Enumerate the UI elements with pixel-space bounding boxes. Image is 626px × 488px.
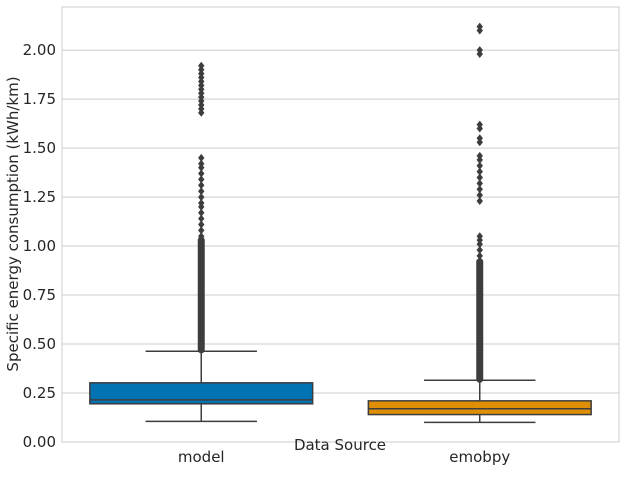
outlier-point bbox=[476, 251, 483, 260]
outlier-point bbox=[476, 151, 483, 160]
x-tick-label: emobpy bbox=[449, 448, 510, 466]
y-tick-label: 0.75 bbox=[23, 286, 56, 304]
outlier-point bbox=[476, 232, 483, 241]
outlier-point bbox=[198, 226, 205, 235]
outlier-point bbox=[198, 214, 205, 223]
outlier-point bbox=[476, 185, 483, 194]
x-axis-label: Data Source bbox=[294, 436, 386, 454]
outlier-point bbox=[198, 232, 205, 241]
outlier-point bbox=[476, 134, 483, 143]
outlier-point bbox=[198, 61, 205, 70]
outlier-point bbox=[198, 187, 205, 196]
outlier-point bbox=[476, 167, 483, 176]
y-tick-label: 1.50 bbox=[23, 139, 56, 157]
box-model bbox=[89, 61, 314, 423]
y-tick-label: 0.25 bbox=[23, 384, 56, 402]
outlier-point bbox=[198, 198, 205, 207]
outlier-point bbox=[198, 159, 205, 168]
outlier-point bbox=[198, 181, 205, 190]
y-tick-label: 0.50 bbox=[23, 335, 56, 353]
outlier-point bbox=[198, 153, 205, 162]
outlier-point bbox=[198, 169, 205, 178]
outlier-point bbox=[476, 191, 483, 200]
outlier-point bbox=[476, 196, 483, 205]
outlier-point bbox=[198, 175, 205, 184]
y-tick-label: 0.00 bbox=[23, 433, 56, 451]
outlier-point bbox=[476, 22, 483, 31]
y-tick-label: 1.00 bbox=[23, 237, 56, 255]
y-tick-label: 1.75 bbox=[23, 90, 56, 108]
outlier-point bbox=[476, 173, 483, 182]
outlier-point bbox=[198, 208, 205, 217]
box-iqr bbox=[89, 382, 314, 405]
x-tick-labels: model emobpy bbox=[178, 448, 510, 466]
outlier-point bbox=[476, 161, 483, 170]
outlier-point bbox=[476, 46, 483, 55]
outlier-point bbox=[476, 120, 483, 129]
outlier-point bbox=[198, 220, 205, 229]
y-tick-label: 2.00 bbox=[23, 41, 56, 59]
y-tick-label: 1.25 bbox=[23, 188, 56, 206]
plot-background bbox=[61, 6, 620, 443]
outlier-point bbox=[476, 245, 483, 254]
outlier-point bbox=[198, 193, 205, 202]
y-axis-label: Specific energy consumption (kWh/km) bbox=[4, 76, 22, 371]
y-tick-labels: 0.00 0.25 0.50 0.75 1.00 1.25 1.50 1.75 2.00 bbox=[23, 41, 56, 451]
x-tick-label: model bbox=[178, 448, 225, 466]
box-iqr bbox=[367, 400, 592, 416]
outlier-point bbox=[476, 179, 483, 188]
box-series bbox=[89, 22, 592, 424]
box-emobpy bbox=[367, 22, 592, 424]
